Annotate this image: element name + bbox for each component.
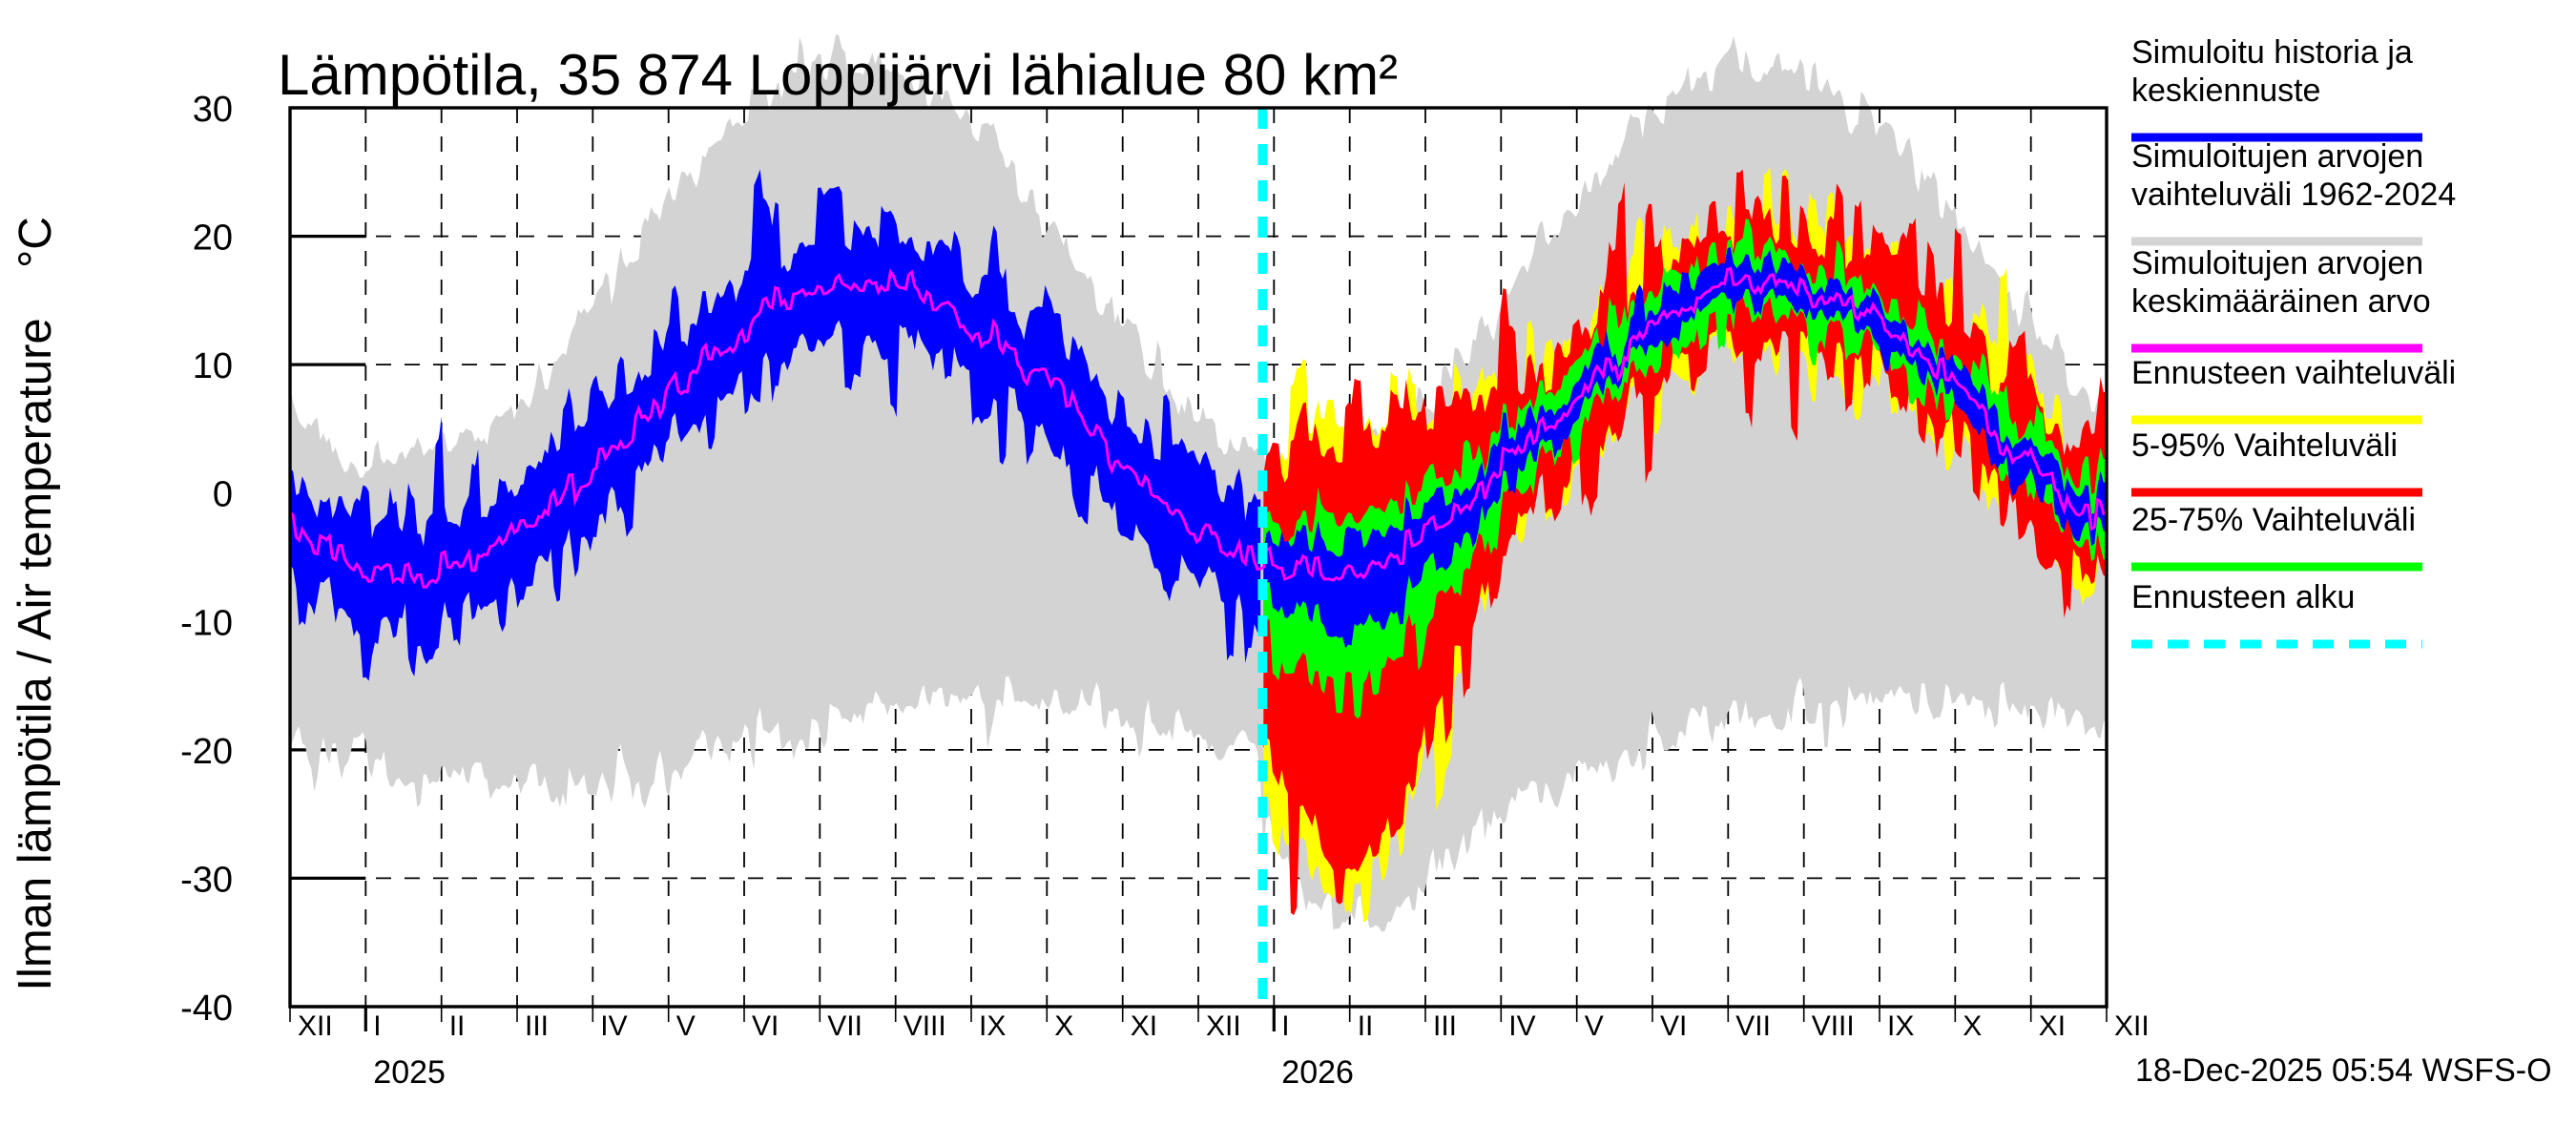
svg-text:-10: -10 <box>180 603 233 643</box>
svg-text:vaihteluväli 1962-2024: vaihteluväli 1962-2024 <box>2131 177 2456 213</box>
svg-text:II: II <box>449 1010 466 1042</box>
svg-text:5-95% Vaihteluväli: 5-95% Vaihteluväli <box>2131 427 2398 464</box>
svg-text:IX: IX <box>1887 1010 1914 1042</box>
svg-text:VIII: VIII <box>1812 1010 1855 1042</box>
svg-text:Simuloitujen arvojen: Simuloitujen arvojen <box>2131 138 2423 175</box>
svg-text:XI: XI <box>2039 1010 2066 1042</box>
svg-text:-30: -30 <box>180 860 233 900</box>
svg-text:I: I <box>1281 1010 1289 1042</box>
svg-text:VI: VI <box>1660 1010 1687 1042</box>
svg-text:0: 0 <box>213 475 233 515</box>
svg-text:III: III <box>1433 1010 1457 1042</box>
svg-text:VIII: VIII <box>904 1010 946 1042</box>
svg-text:18-Dec-2025 05:54 WSFS-O: 18-Dec-2025 05:54 WSFS-O <box>2135 1052 2552 1089</box>
svg-text:V: V <box>1585 1010 1604 1042</box>
svg-text:keskiennuste: keskiennuste <box>2131 73 2320 109</box>
svg-text:IV: IV <box>1508 1010 1535 1042</box>
svg-text:III: III <box>525 1010 549 1042</box>
svg-text:30: 30 <box>193 90 233 130</box>
svg-text:2026: 2026 <box>1281 1054 1354 1091</box>
svg-text:XII: XII <box>2114 1010 2150 1042</box>
svg-text:2025: 2025 <box>373 1054 446 1091</box>
svg-text:25-75% Vaihteluväli: 25-75% Vaihteluväli <box>2131 502 2416 538</box>
svg-text:X: X <box>1054 1010 1073 1042</box>
svg-text:IX: IX <box>979 1010 1006 1042</box>
svg-text:IV: IV <box>600 1010 627 1042</box>
svg-text:Ennusteen alku: Ennusteen alku <box>2131 579 2355 615</box>
svg-text:I: I <box>373 1010 381 1042</box>
svg-text:20: 20 <box>193 219 233 259</box>
svg-text:-20: -20 <box>180 732 233 772</box>
svg-text:V: V <box>676 1010 696 1042</box>
svg-text:XI: XI <box>1131 1010 1157 1042</box>
svg-text:Ilman lämpötila / Air temperat: Ilman lämpötila / Air temperature <box>10 318 61 990</box>
svg-text:VII: VII <box>827 1010 862 1042</box>
svg-text:-40: -40 <box>180 989 233 1029</box>
svg-text:Lämpötila, 35 874 Loppijärvi l: Lämpötila, 35 874 Loppijärvi lähialue 80… <box>278 43 1398 107</box>
svg-text:XII: XII <box>1206 1010 1241 1042</box>
svg-text:XII: XII <box>298 1010 333 1042</box>
svg-text:Simuloitu historia ja: Simuloitu historia ja <box>2131 34 2413 71</box>
svg-text:10: 10 <box>193 346 233 386</box>
svg-text:Simuloitujen arvojen: Simuloitujen arvojen <box>2131 245 2423 281</box>
svg-text:X: X <box>1963 1010 1982 1042</box>
svg-text:VII: VII <box>1735 1010 1771 1042</box>
svg-text:II: II <box>1358 1010 1374 1042</box>
svg-text:°C: °C <box>10 217 61 268</box>
svg-text:keskimääräinen arvo: keskimääräinen arvo <box>2131 283 2431 320</box>
svg-text:VI: VI <box>752 1010 779 1042</box>
svg-text:Ennusteen vaihteluväli: Ennusteen vaihteluväli <box>2131 355 2456 391</box>
